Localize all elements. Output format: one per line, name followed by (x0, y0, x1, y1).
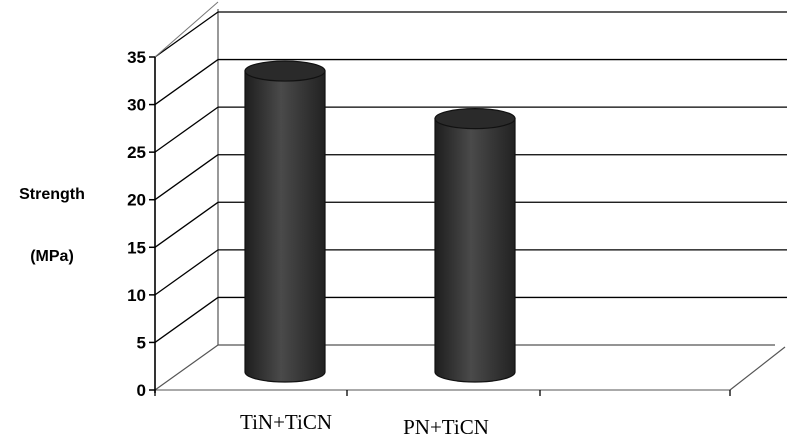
gridline-diagonal (154, 249, 219, 296)
y-tick-label: 30 (127, 96, 146, 115)
y-tick-label: 20 (127, 191, 146, 210)
y-axis-title: Strength (19, 186, 85, 203)
bar-top (434, 108, 516, 130)
y-axis-unit: (MPa) (30, 248, 74, 265)
y-tick-label: 5 (137, 333, 146, 352)
x-category-label: PN+TiCN (403, 415, 489, 439)
top-diagonal (154, 1, 219, 58)
bar-body (434, 118, 516, 383)
gridline-diagonal (154, 59, 219, 106)
y-axis (149, 56, 731, 396)
floor-left-edge (154, 344, 219, 391)
y-tick-label: 10 (127, 286, 146, 305)
bar-body (244, 70, 326, 383)
bars (244, 60, 516, 383)
y-tick-label: 0 (137, 381, 146, 400)
labels: 0 5 10 15 20 25 30 35 TiN+TiCN PN+TiCN (127, 48, 489, 439)
gridline-diagonal (154, 154, 219, 201)
gridline-diagonal (154, 296, 219, 343)
gridline-diagonal (154, 106, 219, 153)
y-tick-label: 35 (127, 48, 146, 67)
y-tick-label: 15 (127, 238, 146, 257)
floor-right-edge (729, 346, 786, 391)
bar-top (244, 60, 326, 82)
y-tick-label: 25 (127, 143, 146, 162)
gridline-diagonal (154, 11, 219, 58)
bar-0 (244, 60, 326, 383)
x-category-label: TiN+TiCN (240, 410, 332, 434)
bar-1 (434, 108, 516, 383)
gridline-diagonal (154, 201, 219, 248)
